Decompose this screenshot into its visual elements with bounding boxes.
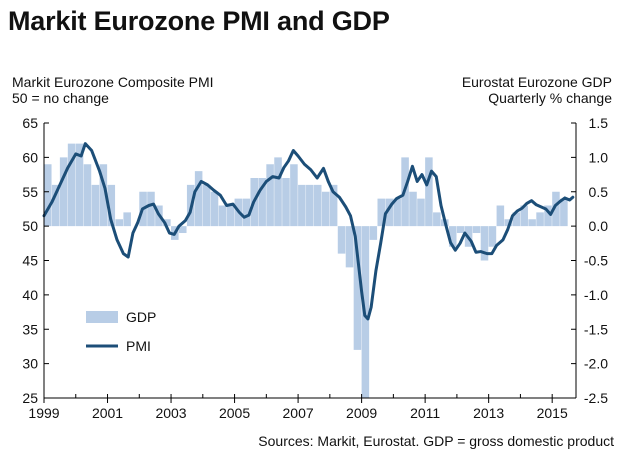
left-axis-label-line2: 50 = no change (12, 90, 109, 106)
gdp-bar-2013Q3 (504, 219, 513, 227)
pmi-line-group (42, 142, 575, 321)
pmi-line (42, 142, 575, 321)
gdp-bar-2011Q4 (448, 226, 457, 247)
right-axis-label-line1: Eurostat Eurozone GDP (461, 74, 612, 90)
gdp-bar-2005Q2 (242, 198, 251, 227)
right-axis-label: Eurostat Eurozone GDP Quarterly % change (462, 74, 612, 106)
right-axis-label-line2: Quarterly % change (488, 90, 612, 106)
gdp-bar-2010Q1 (393, 198, 401, 227)
gdp-bar-2000Q1 (75, 143, 84, 227)
left-tick-label: 65 (22, 115, 38, 131)
gdp-bar-2012Q3 (472, 226, 481, 234)
gdp-bar-2006Q4 (290, 164, 298, 227)
gdp-bar-2014Q2 (528, 219, 536, 227)
gdp-bar-2013Q2 (496, 205, 505, 227)
gdp-bar-2006Q1 (266, 164, 274, 227)
chart-title: Markit Eurozone PMI and GDP (8, 6, 390, 36)
x-tick-label: 2009 (346, 405, 377, 421)
right-tick-label: -1.0 (584, 287, 608, 303)
gdp-bar-2012Q4 (480, 226, 489, 261)
gdp-bar-1999Q2 (51, 184, 60, 227)
left-tick-label: 30 (22, 356, 38, 372)
gdp-bar-2014Q3 (536, 212, 544, 227)
x-tick-label: 2003 (155, 405, 186, 421)
gdp-bar-2002Q2 (147, 191, 155, 227)
left-axis-label-line1: Markit Eurozone Composite PMI (12, 74, 214, 90)
gdp-bar-2013Q1 (488, 226, 497, 247)
gdp-bar-2015Q2 (560, 198, 568, 227)
gdp-bar-2010Q4 (417, 198, 425, 227)
x-tick-label: 1999 (28, 405, 59, 421)
left-tick-label: 25 (22, 390, 38, 406)
left-tick-label: 45 (22, 253, 38, 269)
gdp-bar-2002Q4 (163, 219, 171, 227)
gdp-bar-2001Q1 (107, 184, 116, 227)
gdp-bar-2007Q2 (306, 184, 314, 227)
left-tick-label: 60 (22, 149, 38, 165)
gdp-bar-2007Q1 (298, 184, 306, 227)
source-note: Sources: Markit, Eurostat. GDP = gross d… (258, 433, 614, 449)
x-tick-label: 2013 (473, 405, 504, 421)
legend-gdp-label: GDP (126, 309, 156, 325)
gdp-bar-2000Q2 (83, 164, 92, 227)
right-tick-label: 1.0 (589, 149, 609, 165)
axes: 25 30 35 40 45 50 55 60 65 -2.5 -2.0 -1.5 -1.0 -0.5 0.… (22, 115, 608, 421)
gdp-bar-2004Q3 (218, 205, 227, 227)
gdp-bar-2010Q3 (409, 191, 417, 227)
left-axis-label: Markit Eurozone Composite PMI 50 = no ch… (12, 74, 214, 106)
x-tick-label: 2011 (410, 405, 440, 421)
gdp-bar-2015Q1 (552, 191, 560, 227)
left-tick-label: 50 (22, 218, 38, 234)
right-tick-label: 0.0 (589, 218, 609, 234)
legend: GDP PMI (86, 309, 156, 354)
gdp-bar-2008Q4 (353, 226, 362, 350)
gdp-bar-2014Q1 (520, 205, 528, 227)
gdp-bar-2014Q4 (544, 205, 552, 227)
gdp-bar-2007Q4 (321, 191, 330, 227)
right-tick-label: 0.5 (589, 184, 609, 200)
gdp-bar-1999Q4 (67, 143, 76, 227)
x-tick-label: 2001 (92, 405, 123, 421)
gdp-bar-2001Q2 (115, 219, 123, 227)
gdp-bar-2004Q1 (202, 184, 211, 227)
gdp-bar-2001Q3 (123, 212, 131, 227)
left-tick-label: 55 (22, 184, 38, 200)
gdp-bar-2000Q3 (91, 184, 100, 227)
gdp-bar-2000Q4 (99, 164, 108, 227)
gdp-bar-2006Q3 (282, 178, 290, 227)
gdp-bar-2003Q4 (194, 171, 203, 227)
gdp-bar-2008Q1 (329, 184, 338, 227)
legend-pmi-label: PMI (126, 338, 151, 354)
gdp-bar-1999Q1 (44, 164, 52, 227)
right-tick-label: -2.5 (584, 390, 608, 406)
gdp-bar-2006Q2 (274, 157, 282, 227)
gdp-bar-2011Q1 (425, 157, 433, 227)
gdp-bar-2008Q2 (337, 226, 346, 254)
gdp-bar-2012Q1 (456, 226, 465, 234)
x-tick-label: 2005 (219, 405, 250, 421)
gdp-bar-1999Q3 (59, 157, 68, 227)
gdp-bar-2005Q4 (258, 178, 266, 227)
x-tick-label: 2015 (537, 405, 568, 421)
gdp-bar-2011Q2 (433, 212, 441, 227)
gdp-bar-2003Q2 (178, 226, 187, 234)
left-tick-label: 40 (22, 287, 38, 303)
gdp-bar-2009Q4 (385, 198, 393, 227)
left-tick-label: 35 (22, 321, 38, 337)
right-tick-label: -2.0 (584, 356, 608, 372)
gdp-bar-2004Q2 (210, 191, 219, 227)
right-tick-label: -1.5 (584, 321, 608, 337)
x-tick-label: 2007 (283, 405, 314, 421)
gdp-bar-2013Q4 (512, 212, 521, 227)
gdp-bars (44, 143, 568, 399)
gdp-bar-2009Q2 (369, 226, 378, 240)
right-tick-label: 1.5 (589, 115, 609, 131)
gdp-bar-2007Q3 (313, 184, 322, 227)
gdp-bar-2008Q3 (345, 226, 354, 268)
right-tick-label: -0.5 (584, 253, 608, 269)
gdp-bar-2004Q4 (226, 205, 235, 227)
gdp-bar-2009Q3 (377, 198, 386, 227)
legend-gdp-swatch (86, 311, 118, 323)
